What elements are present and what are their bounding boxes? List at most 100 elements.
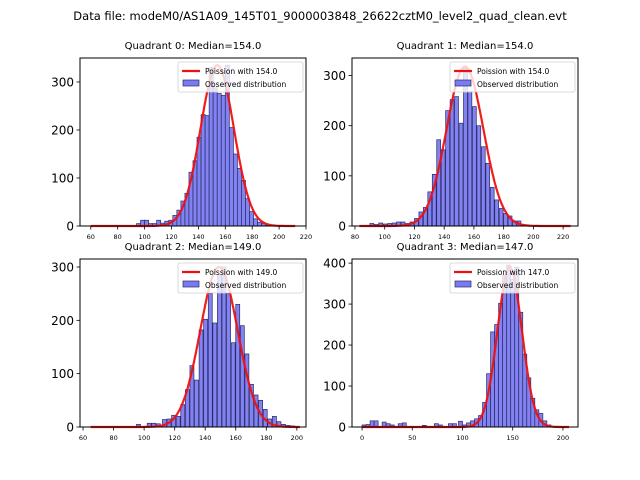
x-tick-label: 200	[527, 233, 539, 241]
legend-box	[177, 61, 304, 93]
x-tick-label: 120	[408, 233, 420, 241]
legend: Poission with 154.0 Observed distribution	[449, 61, 576, 93]
x-tick-label: 160	[468, 233, 480, 241]
x-tick-label: 100	[456, 434, 468, 442]
legend: Poission with 147.0 Observed distribution	[449, 262, 576, 294]
histogram-bar	[230, 342, 236, 428]
axes-frame	[351, 57, 579, 227]
histogram-bar	[194, 379, 199, 428]
axes-frame	[79, 57, 307, 227]
legend-label-poisson: Poission with 154.0	[477, 67, 550, 76]
x-tick-label: 220	[300, 233, 312, 241]
x-tick-label: 80	[351, 233, 359, 241]
histogram-bar	[216, 93, 222, 227]
legend-label-poisson: Poission with 147.0	[477, 268, 550, 277]
subplot-title: Quadrant 2: Median=149.0	[125, 242, 262, 253]
histogram-bar	[494, 199, 499, 227]
x-tick-label: 60	[87, 233, 95, 241]
histogram-bar	[220, 95, 226, 227]
histogram-bar	[212, 87, 218, 227]
legend-bar-swatch	[182, 280, 200, 288]
y-tick-label: 0	[338, 220, 346, 234]
subplot-title: Quadrant 1: Median=154.0	[397, 41, 534, 52]
x-tick-label: 80	[114, 233, 122, 241]
histogram-bar	[436, 139, 441, 227]
histogram-bar	[249, 211, 254, 227]
legend: Poission with 154.0 Observed distribution	[177, 61, 304, 93]
y-tick-label: 100	[323, 169, 346, 183]
histogram-bar	[485, 162, 491, 227]
legend-box	[449, 262, 576, 294]
x-tick-label: 180	[497, 233, 509, 241]
legend: Poission with 149.0 Observed distribution	[177, 262, 304, 294]
histogram-bar	[476, 125, 482, 227]
legend-bar-swatch	[454, 79, 472, 87]
histogram-bar	[253, 218, 258, 227]
axes-frame	[79, 258, 307, 428]
y-tick-label: 200	[51, 124, 74, 138]
x-tick-label: 160	[219, 233, 231, 241]
y-tick-label: 0	[66, 220, 74, 234]
y-tick-label: 100	[51, 172, 74, 186]
y-tick-label: 0	[66, 421, 74, 435]
y-tick-label: 300	[323, 298, 346, 312]
histogram-bar	[217, 275, 222, 428]
y-tick-label: 400	[323, 257, 346, 271]
legend-box	[177, 262, 304, 294]
x-tick-label: 200	[557, 434, 569, 442]
histogram-bar	[245, 198, 250, 227]
subplot-quadrant-0: Quadrant 0: Median=154.0 60 80 100 120 140 160…	[51, 41, 312, 241]
y-tick-label: 300	[51, 76, 74, 90]
y-tick-label: 200	[323, 339, 346, 353]
x-tick-label: 120	[168, 434, 180, 442]
y-tick-label: 200	[323, 119, 346, 133]
histogram-bar	[239, 325, 245, 428]
figure-title: Data file: modeM0/AS1A09_145T01_90000038…	[73, 9, 567, 23]
y-tick-label: 100	[51, 367, 74, 381]
y-tick-label: 100	[323, 380, 346, 394]
x-tick-label: 220	[557, 233, 569, 241]
legend-label-observed: Observed distribution	[205, 281, 286, 290]
legend-label-observed: Observed distribution	[205, 80, 286, 89]
x-tick-label: 100	[138, 434, 150, 442]
histogram-bar	[175, 415, 181, 428]
x-tick-label: 60	[79, 434, 87, 442]
x-tick-label: 140	[192, 233, 204, 241]
histogram-bar	[257, 221, 262, 227]
x-tick-label: 120	[165, 233, 177, 241]
legend-label-poisson: Poission with 149.0	[205, 268, 278, 277]
histogram-bar	[440, 149, 446, 227]
histogram-bar	[207, 293, 213, 428]
x-tick-label: 150	[507, 434, 519, 442]
legend-label-poisson: Poission with 154.0	[205, 67, 278, 76]
legend-label-observed: Observed distribution	[477, 281, 558, 290]
x-tick-label: 140	[199, 434, 211, 442]
x-tick-label: 140	[438, 233, 450, 241]
x-tick-label: 200	[273, 233, 285, 241]
x-tick-label: 100	[378, 233, 390, 241]
histogram-bar	[489, 187, 495, 227]
legend-box	[449, 61, 576, 93]
histogram-bar	[472, 106, 477, 227]
histogram-bar	[454, 96, 459, 227]
subplot-title: Quadrant 0: Median=154.0	[125, 41, 262, 52]
y-tick-label: 300	[51, 261, 74, 275]
subplot-quadrant-1: Quadrant 1: Median=154.0 80 100 120 140 160 18…	[323, 41, 579, 241]
x-tick-label: 180	[260, 434, 272, 442]
histogram-bar	[233, 153, 238, 227]
histogram-bar	[204, 115, 210, 227]
y-tick-label: 0	[338, 421, 346, 435]
histogram-bar	[502, 275, 508, 428]
subplot-quadrant-2: Quadrant 2: Median=149.0 60 80 100 120 140 160…	[51, 242, 307, 442]
legend-bar-swatch	[182, 79, 200, 87]
x-tick-label: 100	[138, 233, 150, 241]
y-tick-label: 300	[323, 69, 346, 83]
x-tick-label: 80	[109, 434, 117, 442]
histogram-bar	[203, 318, 209, 428]
histogram-bar	[237, 168, 242, 227]
histogram-bar	[200, 114, 206, 227]
x-tick-label: 0	[360, 434, 364, 442]
x-tick-label: 200	[291, 434, 303, 442]
histogram-bar	[228, 127, 234, 227]
